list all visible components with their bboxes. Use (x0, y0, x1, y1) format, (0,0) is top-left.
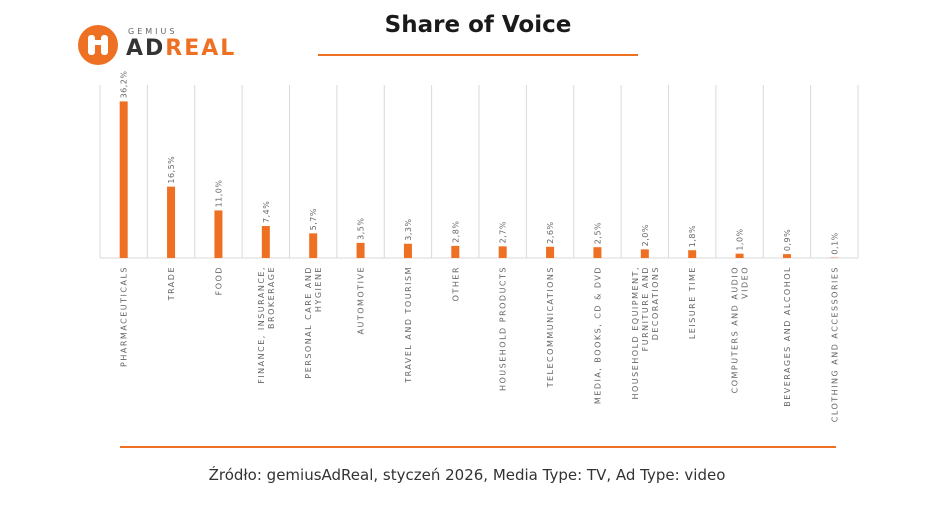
data-label: 2,0% (641, 224, 650, 246)
bar (356, 242, 365, 258)
data-label: 0,9% (783, 229, 792, 251)
bar (451, 245, 460, 258)
logo-small-text: GEMIUS (128, 27, 178, 36)
data-label: 3,5% (357, 218, 366, 240)
category-label: MEDIA, BOOKS, CD & DVD (593, 266, 602, 404)
data-label: 0,1% (830, 232, 839, 254)
category-label: TRAVEL AND TOURISM (404, 266, 413, 384)
bar (309, 233, 318, 258)
data-label: 2,8% (451, 221, 460, 243)
data-label: 5,7% (309, 208, 318, 230)
data-label: 7,4% (262, 201, 271, 223)
category-label: HOUSEHOLD PRODUCTS (499, 266, 508, 391)
category-label: TRADE (167, 266, 176, 301)
source-note: Źródło: gemiusAdReal, styczeń 2026, Medi… (208, 466, 726, 484)
bar (546, 246, 555, 258)
title-underline (318, 54, 638, 56)
category-label: VIDEO (741, 266, 750, 299)
category-label: TELECOMMUNICATIONS (546, 266, 555, 388)
category-label: HYGIENE (314, 266, 323, 312)
binoculars-icon (78, 25, 118, 65)
category-label: DECORATIONS (651, 266, 660, 340)
bar (261, 225, 270, 258)
bar (782, 254, 791, 258)
category-label: OTHER (451, 266, 460, 301)
category-label: FINANCE, INSURANCE, (257, 266, 266, 384)
bar (119, 101, 128, 258)
data-label: 1,8% (688, 225, 697, 247)
category-label: CLOTHING AND ACCESSORIES (830, 266, 839, 422)
category-label: COMPUTERS AND AUDIO (731, 266, 740, 393)
bar (593, 247, 602, 258)
category-label: LEISURE TIME (688, 266, 697, 339)
bar (640, 249, 649, 258)
data-label: 2,5% (593, 222, 602, 244)
bar (214, 210, 223, 258)
bar (498, 246, 507, 258)
data-label: 2,6% (546, 221, 555, 243)
category-label: FOOD (214, 266, 223, 295)
category-label: HOUSEHOLD EQUIPMENT, (631, 266, 640, 400)
data-label: 3,3% (404, 218, 413, 240)
bar (688, 250, 697, 258)
category-label: AUTOMOTIVE (357, 266, 366, 334)
share-of-voice-chart: 36,2% PHARMACEUTICALS 16,5% TRADE 11,0% FOOD 7… (99, 71, 859, 422)
category-label: FURNITURE AND (641, 266, 650, 351)
data-label: 36,2% (120, 71, 129, 99)
bar (403, 243, 412, 258)
bar (167, 186, 176, 258)
category-label: BEVERAGES AND ALCOHOL (783, 266, 792, 407)
data-label: 1,0% (736, 228, 745, 250)
data-label: 16,5% (167, 156, 176, 184)
category-label: PHARMACEUTICALS (120, 266, 129, 367)
data-label: 11,0% (214, 180, 223, 208)
gemius-adreal-logo: GEMIUS ADREAL (78, 25, 238, 65)
page-title: Share of Voice (384, 12, 572, 38)
category-label: BROKERAGE (267, 266, 276, 329)
category-label: PERSONAL CARE AND (304, 266, 313, 379)
bar (735, 253, 744, 258)
logo-big-text: ADREAL (126, 36, 237, 61)
data-label: 2,7% (499, 221, 508, 243)
bottom-divider (120, 446, 836, 448)
